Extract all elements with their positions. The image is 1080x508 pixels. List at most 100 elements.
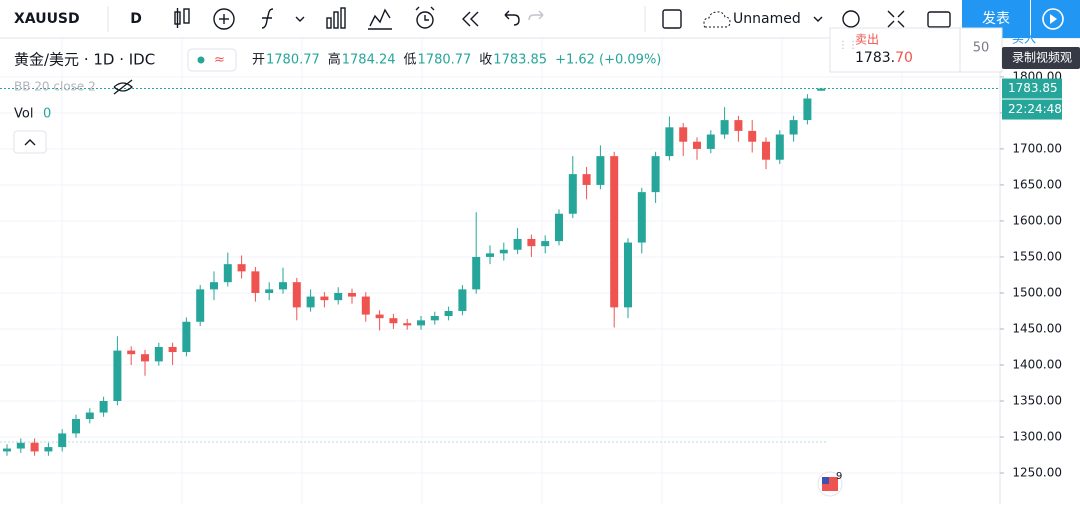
candle-body bbox=[803, 98, 812, 121]
candle-body bbox=[168, 346, 177, 353]
volume-label: Vol bbox=[14, 107, 33, 122]
candle-body bbox=[361, 296, 370, 315]
buy-label[interactable]: 买入 bbox=[1012, 32, 1036, 46]
ohlc-label: 开 bbox=[252, 53, 265, 68]
v-grid bbox=[61, 38, 903, 504]
candle-body bbox=[196, 289, 205, 322]
candle-body bbox=[154, 346, 163, 362]
y-tick-label: 1250.00 bbox=[1012, 466, 1062, 480]
candle-body bbox=[99, 401, 108, 413]
candle-body bbox=[789, 120, 798, 135]
ohlc-label: 低 bbox=[404, 53, 417, 68]
change: +1.62 (+0.09%) bbox=[555, 53, 661, 68]
y-tick-label: 1550.00 bbox=[1012, 249, 1062, 263]
candle-body bbox=[320, 296, 329, 301]
chart-pane bbox=[0, 38, 1000, 504]
drag-handle[interactable]: ⋮⋮ bbox=[838, 40, 858, 51]
candle-body bbox=[720, 120, 729, 135]
layout-name[interactable]: Unnamed bbox=[733, 11, 801, 27]
ohlc-label: 收 bbox=[479, 53, 492, 68]
ohlc-label: 高 bbox=[328, 52, 341, 68]
candle-body bbox=[693, 141, 701, 149]
market-status[interactable] bbox=[187, 48, 237, 72]
candle-body bbox=[817, 88, 826, 91]
candle-body bbox=[265, 289, 274, 293]
candle-body bbox=[210, 282, 218, 290]
candle-body bbox=[223, 264, 232, 283]
tooltip bbox=[1002, 47, 1080, 69]
y-tick-label: 1700.00 bbox=[1012, 141, 1062, 155]
candle-body bbox=[306, 296, 315, 308]
candle-body bbox=[16, 442, 25, 449]
last-price-box bbox=[1002, 78, 1062, 99]
candle-body bbox=[72, 419, 80, 434]
candle-body bbox=[596, 156, 605, 185]
legend-title: 黄金/美元 · 1D · IDC bbox=[14, 51, 155, 69]
candle-body bbox=[279, 282, 287, 290]
candle-body bbox=[541, 241, 550, 247]
countdown: 22:24:48 bbox=[1008, 102, 1062, 116]
tooltip-text: 录制视频观 bbox=[1012, 50, 1072, 65]
candle-body bbox=[651, 156, 660, 193]
candle-body bbox=[444, 310, 453, 317]
candle-body bbox=[389, 318, 398, 324]
candle-body bbox=[762, 141, 770, 160]
trade-widget bbox=[829, 27, 1003, 73]
settings-icon[interactable] bbox=[842, 10, 860, 28]
candle-body bbox=[141, 354, 149, 362]
collapse-button[interactable] bbox=[13, 130, 47, 154]
cloud-icon bbox=[703, 11, 731, 28]
candle-body bbox=[458, 289, 467, 311]
candle-body bbox=[292, 282, 301, 308]
sell-label[interactable]: 卖出 bbox=[855, 33, 879, 47]
candle-body bbox=[30, 442, 39, 452]
status-dot bbox=[197, 56, 205, 64]
expand-icon[interactable] bbox=[887, 10, 905, 28]
candle-body bbox=[417, 320, 425, 326]
hide-icon[interactable] bbox=[113, 79, 133, 95]
candle-body bbox=[403, 323, 412, 326]
ohlc-value: 1784.24 bbox=[342, 53, 396, 68]
candle-body bbox=[610, 156, 619, 308]
candle-body bbox=[334, 292, 343, 301]
candle-body bbox=[237, 264, 246, 272]
candle-body bbox=[624, 242, 632, 308]
last-price: 1783.85 bbox=[1008, 81, 1058, 95]
play-icon[interactable] bbox=[1042, 8, 1064, 30]
publish-label[interactable]: 发表 bbox=[982, 11, 1010, 27]
fullscreen-icon[interactable] bbox=[662, 9, 682, 29]
volume-value: 0 bbox=[43, 107, 51, 122]
sell-price[interactable]: 1783.70 bbox=[855, 50, 913, 66]
ohlc-value: 1780.77 bbox=[418, 53, 472, 68]
interval[interactable]: D bbox=[130, 11, 142, 27]
candle-body bbox=[44, 447, 53, 452]
candle-body bbox=[430, 316, 439, 321]
candle-body bbox=[348, 292, 356, 297]
event-count: 9 bbox=[836, 471, 842, 482]
flag-icon bbox=[822, 477, 829, 484]
symbol[interactable]: XAUUSD bbox=[14, 11, 80, 27]
countdown-box bbox=[1002, 99, 1062, 120]
y-tick-label: 1650.00 bbox=[1012, 177, 1062, 191]
candle-body bbox=[706, 134, 715, 149]
candle-body bbox=[775, 134, 784, 160]
redo-icon[interactable] bbox=[528, 10, 544, 21]
candle-body bbox=[734, 120, 743, 131]
dropdown-icon[interactable] bbox=[813, 16, 823, 22]
quantity[interactable]: 50 bbox=[973, 41, 990, 56]
candle-body bbox=[472, 256, 481, 290]
toolbar-icons[interactable] bbox=[174, 6, 520, 30]
candle-body bbox=[582, 174, 591, 185]
candle-body bbox=[665, 127, 674, 157]
candle-body bbox=[513, 238, 522, 250]
candle-body bbox=[637, 192, 646, 243]
y-tick-label: 1500.00 bbox=[1012, 285, 1062, 299]
candle-body bbox=[527, 238, 536, 247]
candle-body bbox=[679, 127, 688, 142]
camera-icon[interactable] bbox=[927, 11, 951, 28]
candle-body bbox=[568, 174, 577, 214]
candle-body bbox=[3, 448, 11, 452]
y-tick-label: 1300.00 bbox=[1012, 430, 1062, 444]
ohlc-value: 1783.85 bbox=[493, 53, 547, 68]
